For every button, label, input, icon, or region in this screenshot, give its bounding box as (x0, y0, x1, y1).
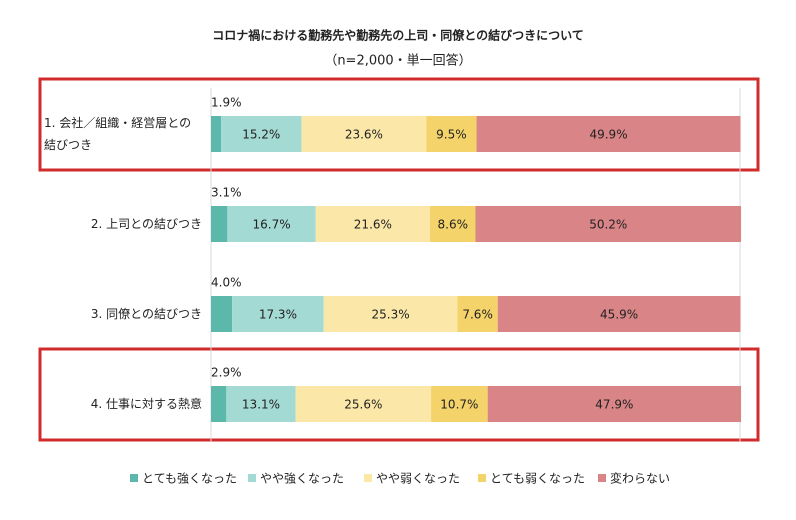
value-label: 47.9% (595, 398, 633, 412)
category-label: 3. 同僚との結びつき (44, 290, 202, 338)
value-label: 9.5% (436, 128, 467, 142)
bar-segment (211, 206, 228, 242)
bar-segment (315, 206, 431, 242)
legend-label: とても強くなった (142, 472, 237, 486)
legend-swatch (248, 474, 256, 482)
value-label: 50.2% (589, 218, 627, 232)
value-label: 7.6% (462, 308, 493, 322)
legend-label: やや強くなった (260, 472, 344, 486)
value-label: 4.0% (211, 276, 242, 290)
chart-subtitle: （n=2,000・単一回答） (324, 53, 471, 69)
value-label: 13.1% (242, 398, 280, 412)
value-label: 49.9% (589, 128, 627, 142)
bar-segment (497, 296, 741, 332)
legend-label: やや弱くなった (376, 472, 460, 486)
bar-segment (211, 296, 233, 332)
bar-segment (211, 116, 222, 152)
value-label: 25.3% (372, 308, 410, 322)
bar-segment (476, 116, 741, 152)
legend-label: とても弱くなった (490, 472, 585, 486)
value-label: 2.9% (211, 366, 242, 380)
bar-segment (426, 116, 477, 152)
chart-title: コロナ禍における勤務先や勤務先の上司・同僚との結びつきについて (212, 28, 584, 43)
value-label: 16.7% (253, 218, 291, 232)
value-label: 17.3% (259, 308, 297, 322)
value-label: 3.1% (211, 186, 242, 200)
bar-segment (227, 206, 316, 242)
category-text: 3. 同僚との結びつき (90, 307, 202, 321)
bar-segment (226, 386, 296, 422)
bar-segment (232, 296, 324, 332)
bar-segment (430, 206, 476, 242)
category-label: 4. 仕事に対する熱意 (44, 380, 202, 428)
value-label: 23.6% (345, 128, 383, 142)
highlight-box (38, 347, 760, 442)
legend-label: 変わらない (610, 471, 670, 486)
category-text: 1. 会社／組織・経営層との結びつき (44, 116, 192, 152)
legend-swatch (364, 474, 372, 482)
category-text: 4. 仕事に対する熱意 (90, 397, 202, 411)
legend-swatch (598, 474, 606, 482)
value-label: 10.7% (440, 398, 478, 412)
category-text: 2. 上司との結びつき (90, 217, 202, 231)
value-label: 45.9% (600, 308, 638, 322)
highlight-box (38, 77, 760, 172)
legend-swatch (130, 474, 138, 482)
bar-segment (431, 386, 488, 422)
bar-segment (295, 386, 432, 422)
value-label: 1.9% (211, 96, 242, 110)
value-label: 21.6% (354, 218, 392, 232)
category-label: 1. 会社／組織・経営層との結びつき (44, 110, 202, 158)
legend-swatch (478, 474, 486, 482)
bar-segment (487, 386, 742, 422)
bar-segment (221, 116, 302, 152)
bar-segment (323, 296, 458, 332)
category-label: 2. 上司との結びつき (44, 200, 202, 248)
value-label: 15.2% (242, 128, 280, 142)
bar-segment (475, 206, 742, 242)
value-label: 25.6% (344, 398, 382, 412)
bar-segment (301, 116, 427, 152)
value-label: 8.6% (438, 218, 469, 232)
bar-segment (457, 296, 498, 332)
bar-segment (211, 386, 227, 422)
